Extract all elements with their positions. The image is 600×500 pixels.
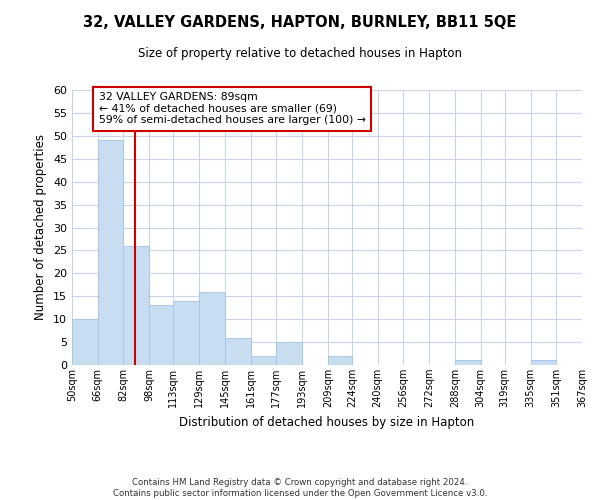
Text: 32, VALLEY GARDENS, HAPTON, BURNLEY, BB11 5QE: 32, VALLEY GARDENS, HAPTON, BURNLEY, BB1…	[83, 15, 517, 30]
Bar	[455, 360, 481, 365]
Bar	[149, 306, 173, 365]
Text: Size of property relative to detached houses in Hapton: Size of property relative to detached ho…	[138, 48, 462, 60]
Bar	[98, 140, 124, 365]
Bar	[251, 356, 277, 365]
Bar	[530, 360, 556, 365]
Bar	[124, 246, 149, 365]
Bar	[72, 319, 98, 365]
Text: 32 VALLEY GARDENS: 89sqm
← 41% of detached houses are smaller (69)
59% of semi-d: 32 VALLEY GARDENS: 89sqm ← 41% of detach…	[98, 92, 365, 126]
Text: Contains HM Land Registry data © Crown copyright and database right 2024.
Contai: Contains HM Land Registry data © Crown c…	[113, 478, 487, 498]
Bar	[225, 338, 251, 365]
Bar	[173, 301, 199, 365]
X-axis label: Distribution of detached houses by size in Hapton: Distribution of detached houses by size …	[179, 416, 475, 428]
Bar	[328, 356, 352, 365]
Bar	[277, 342, 302, 365]
Y-axis label: Number of detached properties: Number of detached properties	[34, 134, 47, 320]
Bar	[199, 292, 225, 365]
